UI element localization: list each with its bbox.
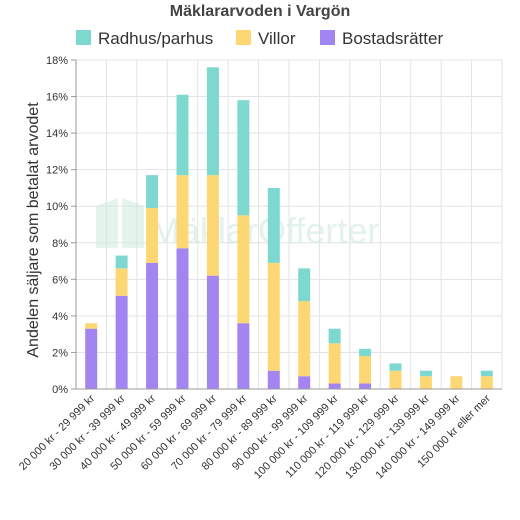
y-axis-label: Andelen säljare som betalat arvodet: [25, 102, 42, 358]
y-tick-label: 16%: [46, 92, 68, 104]
bar-segment: [389, 370, 402, 389]
axes: 0%2%4%6%8%10%12%14%16%18%20 000 kr - 29 …: [17, 55, 502, 482]
y-tick-label: 6%: [52, 274, 68, 286]
watermark-logo: [96, 198, 144, 248]
legend-item[interactable]: Villor: [236, 29, 296, 48]
bar-segment: [237, 323, 250, 389]
bar-segment: [359, 348, 372, 357]
bar-segment: [115, 255, 128, 269]
y-tick-label: 12%: [46, 165, 68, 177]
bar-segment: [450, 376, 463, 389]
y-tick-label: 18%: [46, 55, 68, 67]
bar-segment: [298, 301, 311, 377]
legend: Radhus/parhus Villor Bostadsrätter: [76, 29, 443, 48]
y-tick-label: 4%: [52, 311, 68, 323]
bar-segment: [419, 370, 432, 377]
y-tick-label: 10%: [46, 201, 68, 213]
bar-segment: [206, 67, 219, 176]
bar-segment: [176, 248, 189, 389]
bar-segment: [389, 363, 402, 371]
chart-title: Mäklararvoden i Vargön: [170, 3, 351, 20]
bar-segment: [359, 383, 372, 389]
y-tick-label: 2%: [52, 347, 68, 359]
y-tick-label: 14%: [46, 128, 68, 140]
bar-segment: [298, 376, 311, 389]
bar-segment: [115, 295, 128, 389]
bar-segment: [328, 328, 341, 344]
bar-segment: [328, 383, 341, 389]
bar-segment: [85, 328, 98, 389]
bar-segment: [176, 175, 189, 249]
bar-segment: [267, 370, 280, 389]
bar-segment: [237, 100, 250, 216]
bar-segment: [419, 376, 432, 389]
bar-segment: [480, 376, 493, 389]
legend-label: Villor: [258, 29, 296, 48]
bar-segment: [267, 187, 280, 263]
legend-swatch: [320, 30, 335, 45]
bar-segment: [480, 370, 493, 377]
legend-swatch: [236, 30, 251, 45]
bar-segment: [146, 175, 159, 209]
legend-label: Radhus/parhus: [98, 29, 213, 48]
bar-segment: [115, 268, 128, 296]
bar-segment: [206, 175, 219, 276]
bar-segment: [267, 262, 280, 371]
legend-item[interactable]: Radhus/parhus: [76, 29, 213, 48]
bar-segment: [328, 343, 341, 384]
bar-segment: [146, 262, 159, 389]
y-tick-label: 0%: [52, 384, 68, 396]
y-tick-label: 8%: [52, 238, 68, 250]
legend-swatch: [76, 30, 91, 45]
bar-segment: [359, 356, 372, 384]
bar-segment: [206, 275, 219, 389]
bar-segment: [298, 268, 311, 302]
bar-segment: [176, 94, 189, 176]
bar-segment: [146, 208, 159, 263]
bars: [85, 67, 493, 389]
bar-segment: [85, 323, 98, 329]
bar-segment: [237, 215, 250, 324]
legend-label: Bostadsrätter: [342, 29, 443, 48]
legend-item[interactable]: Bostadsrätter: [320, 29, 443, 48]
